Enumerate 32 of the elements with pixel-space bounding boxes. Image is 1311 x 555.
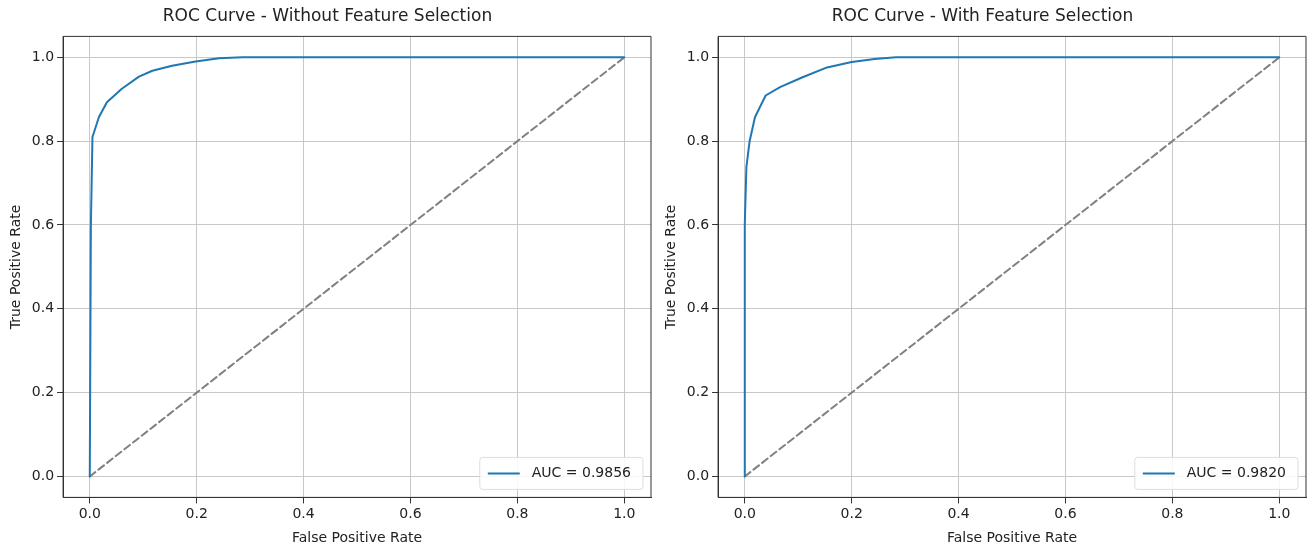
chart-title: ROC Curve - Without Feature Selection xyxy=(162,4,493,25)
legend-label: AUC = 0.9820 xyxy=(1186,464,1286,481)
x-tick-label: 1.0 xyxy=(1268,505,1291,522)
y-tick-label: 0.4 xyxy=(686,299,710,316)
y-tick-label: 0.2 xyxy=(31,383,55,400)
x-tick-label: 0.0 xyxy=(733,505,756,522)
y-tick-label: 1.0 xyxy=(686,48,710,64)
x-tick-label: 0.2 xyxy=(840,505,863,522)
x-axis-title: False Positive Rate xyxy=(291,529,423,546)
x-tick-label: 0.2 xyxy=(185,505,208,522)
y-tick-label: 0.8 xyxy=(686,131,710,148)
chart-title: ROC Curve - With Feature Selection xyxy=(831,4,1134,25)
y-tick-label: 0.6 xyxy=(31,215,55,232)
y-axis-title: True Positive Rate xyxy=(662,204,679,331)
y-tick-label: 0.0 xyxy=(686,467,710,484)
y-tick-label: 0.4 xyxy=(31,299,55,316)
y-tick-label: 0.2 xyxy=(686,383,710,400)
x-tick-label: 0.4 xyxy=(292,505,315,522)
y-tick-label: 0.8 xyxy=(31,131,55,148)
x-tick-label: 0.4 xyxy=(947,505,970,522)
x-axis-title: False Positive Rate xyxy=(946,529,1078,546)
y-axis-title: True Positive Rate xyxy=(7,204,24,331)
legend-label: AUC = 0.9856 xyxy=(531,464,632,481)
x-tick-label: 1.0 xyxy=(613,505,636,522)
x-tick-label: 0.0 xyxy=(78,505,101,522)
x-tick-label: 0.6 xyxy=(1054,505,1077,522)
x-tick-label: 0.6 xyxy=(399,505,422,522)
y-tick-label: 1.0 xyxy=(31,48,55,64)
x-tick-label: 0.8 xyxy=(506,505,529,522)
y-tick-label: 0.0 xyxy=(31,467,55,484)
x-tick-label: 0.8 xyxy=(1161,505,1184,522)
y-tick-label: 0.6 xyxy=(686,215,710,232)
